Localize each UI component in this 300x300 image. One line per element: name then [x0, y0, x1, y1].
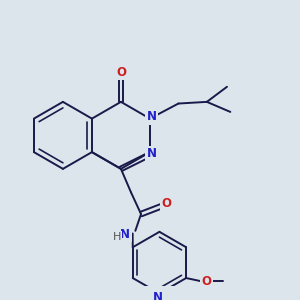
Text: O: O	[116, 66, 126, 79]
Text: H: H	[112, 232, 121, 242]
Text: O: O	[201, 275, 211, 288]
Text: N: N	[147, 110, 157, 123]
Text: O: O	[162, 196, 172, 209]
Text: N: N	[120, 228, 130, 241]
Text: N: N	[147, 147, 157, 160]
Text: N: N	[153, 291, 163, 300]
